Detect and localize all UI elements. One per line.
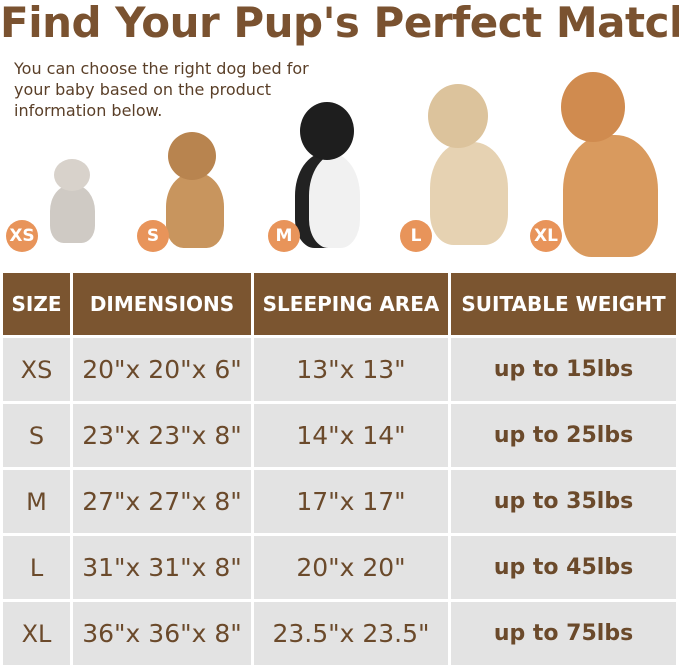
golden-retriever-large-image <box>555 70 660 260</box>
table-header-row: SIZE DIMENSIONS SLEEPING AREA SUITABLE W… <box>3 273 676 335</box>
table-row: XL 36"x 36"x 8" 23.5"x 23.5" up to 75lbs <box>3 602 676 665</box>
header-suitable-weight: SUITABLE WEIGHT <box>451 273 676 335</box>
cell-size: L <box>3 536 70 599</box>
header-sleeping-area: SLEEPING AREA <box>254 273 448 335</box>
cell-dimensions: 20"x 20"x 6" <box>73 338 251 401</box>
french-bulldog-image <box>158 128 228 250</box>
cell-dimensions: 36"x 36"x 8" <box>73 602 251 665</box>
cell-dimensions: 27"x 27"x 8" <box>73 470 251 533</box>
cell-size: M <box>3 470 70 533</box>
size-chart-table: SIZE DIMENSIONS SLEEPING AREA SUITABLE W… <box>0 270 679 668</box>
cell-sleeping-area: 20"x 20" <box>254 536 448 599</box>
border-collie-image <box>290 98 365 250</box>
cell-weight: up to 25lbs <box>451 404 676 467</box>
size-badge-m: M <box>268 220 300 252</box>
cell-weight: up to 75lbs <box>451 602 676 665</box>
size-badge-l: L <box>400 220 432 252</box>
header-dimensions: DIMENSIONS <box>73 273 251 335</box>
size-badge-xl: XL <box>530 220 562 252</box>
cell-sleeping-area: 14"x 14" <box>254 404 448 467</box>
cell-size: XL <box>3 602 70 665</box>
cell-size: XS <box>3 338 70 401</box>
size-badge-xs: XS <box>6 220 38 252</box>
cell-dimensions: 23"x 23"x 8" <box>73 404 251 467</box>
table-row: S 23"x 23"x 8" 14"x 14" up to 25lbs <box>3 404 676 467</box>
cell-weight: up to 45lbs <box>451 536 676 599</box>
size-badge-s: S <box>137 220 169 252</box>
subtitle: You can choose the right dog bed for you… <box>14 59 309 120</box>
table-row: M 27"x 27"x 8" 17"x 17" up to 35lbs <box>3 470 676 533</box>
golden-retriever-image <box>420 82 512 247</box>
table-row: L 31"x 31"x 8" 20"x 20" up to 45lbs <box>3 536 676 599</box>
cell-sleeping-area: 17"x 17" <box>254 470 448 533</box>
page-title: Find Your Pup's Perfect Match <box>0 0 679 47</box>
cell-dimensions: 31"x 31"x 8" <box>73 536 251 599</box>
cell-weight: up to 35lbs <box>451 470 676 533</box>
cell-sleeping-area: 23.5"x 23.5" <box>254 602 448 665</box>
cell-size: S <box>3 404 70 467</box>
cell-sleeping-area: 13"x 13" <box>254 338 448 401</box>
header-size: SIZE <box>3 273 70 335</box>
cell-weight: up to 15lbs <box>451 338 676 401</box>
cat-image <box>40 155 100 245</box>
table-row: XS 20"x 20"x 6" 13"x 13" up to 15lbs <box>3 338 676 401</box>
